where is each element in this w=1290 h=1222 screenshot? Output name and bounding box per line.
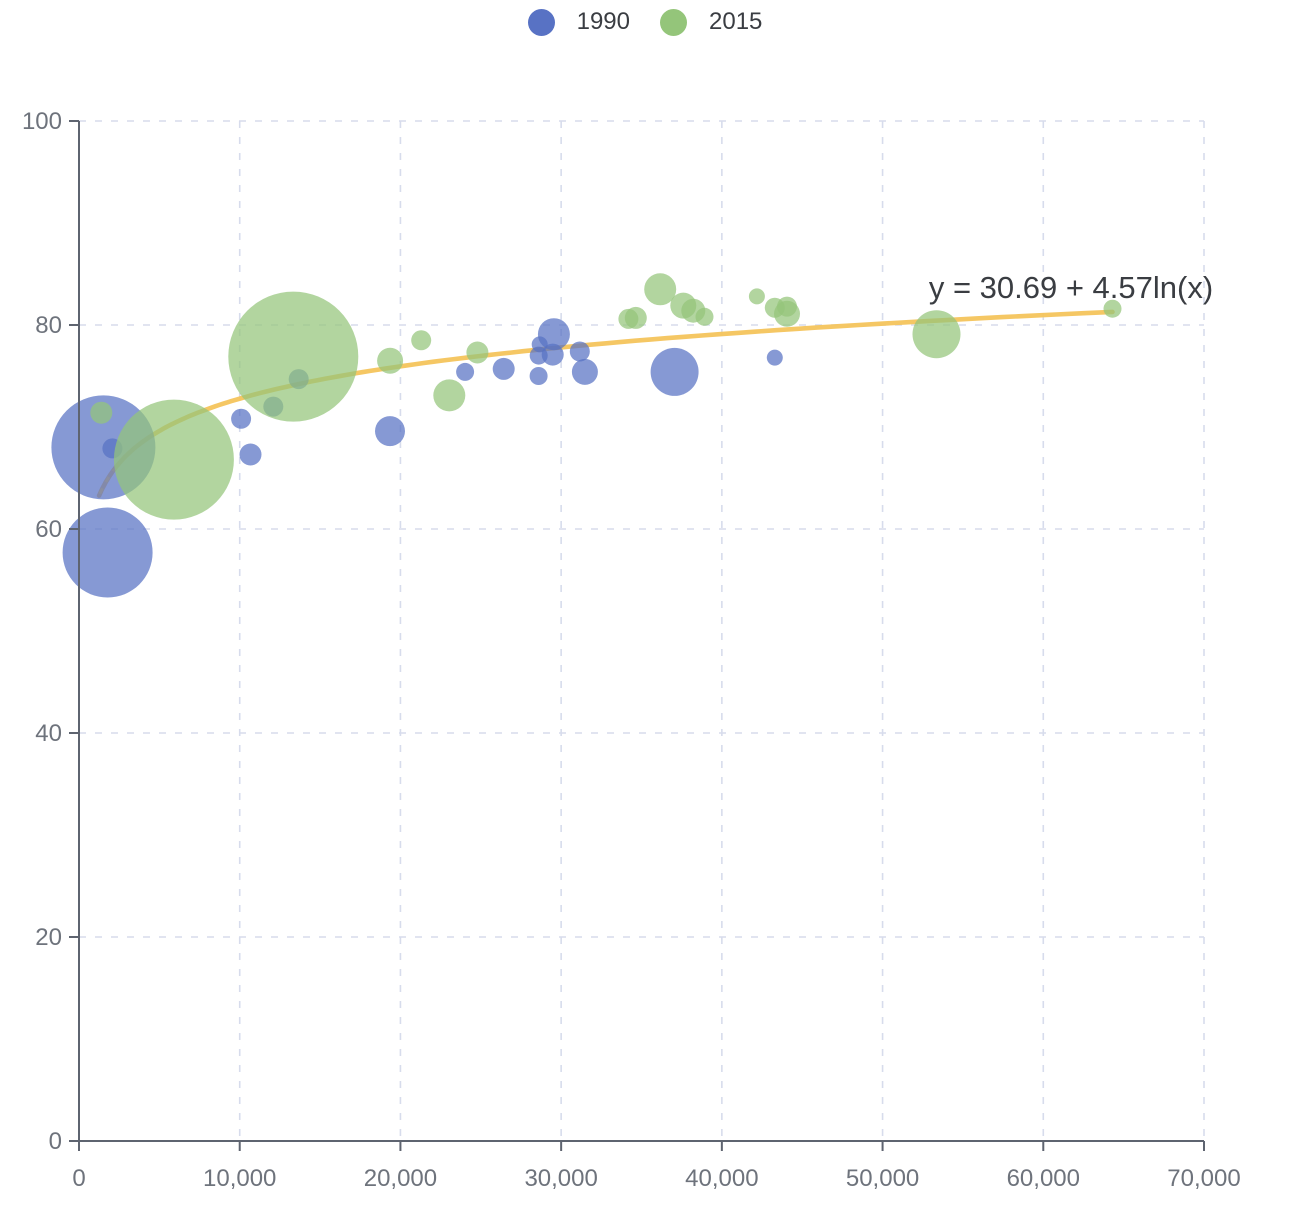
legend-item-1990[interactable]: 1990 xyxy=(527,8,630,36)
x-tick-label: 70,000 xyxy=(1167,1165,1240,1192)
bubble-1990[interactable] xyxy=(62,507,153,598)
x-tick-label: 50,000 xyxy=(846,1165,919,1192)
y-tick-label: 20 xyxy=(35,924,62,951)
bubble-2015[interactable] xyxy=(377,347,404,374)
bubble-1990[interactable] xyxy=(239,443,262,466)
legend-label-1990: 1990 xyxy=(576,8,630,35)
bubble-2015[interactable] xyxy=(695,307,714,326)
legend: 1990 2015 xyxy=(0,8,1290,36)
bubble-2015[interactable] xyxy=(644,273,677,306)
legend-swatch-1990-icon xyxy=(527,8,555,36)
x-tick-label: 60,000 xyxy=(1007,1165,1080,1192)
bubble-1990[interactable] xyxy=(766,349,783,366)
y-axis: 0 20 40 60 80 100 xyxy=(22,108,80,1155)
x-tick-label: 10,000 xyxy=(203,1165,276,1192)
legend-swatch-circle xyxy=(527,8,555,36)
x-tick-label: 30,000 xyxy=(524,1165,597,1192)
bubble-2015[interactable] xyxy=(90,401,113,424)
legend-swatch-2015-icon xyxy=(660,8,687,36)
bubble-1990[interactable] xyxy=(231,408,252,429)
bubble-2015[interactable] xyxy=(748,288,765,305)
trend-curve-dashed-head xyxy=(98,468,116,495)
y-tick-label: 40 xyxy=(35,720,62,747)
x-axis: 0 10,000 20,000 30,000 40,000 50,000 60,000 70,… xyxy=(72,1140,1241,1192)
bubble-2015[interactable] xyxy=(912,310,961,359)
bubble-1990[interactable] xyxy=(375,416,405,447)
bubble-1990[interactable] xyxy=(650,347,699,396)
bubble-1990[interactable] xyxy=(456,362,475,381)
bubble-2015[interactable] xyxy=(411,330,432,351)
bubble-2015[interactable] xyxy=(433,379,466,412)
bubble-2015[interactable] xyxy=(777,296,797,317)
y-tick-label: 0 xyxy=(49,1128,62,1155)
bubble-2015[interactable] xyxy=(624,306,647,329)
x-tick-label: 20,000 xyxy=(364,1165,437,1192)
series-2015 xyxy=(90,273,1122,520)
trendline-equation: y = 30.69 + 4.57ln(x) xyxy=(929,270,1213,305)
x-tick-label: 0 xyxy=(72,1165,85,1192)
legend-swatch-circle xyxy=(660,8,687,36)
bubble-1990[interactable] xyxy=(529,367,548,385)
y-tick-label: 60 xyxy=(35,516,62,543)
legend-item-2015[interactable]: 2015 xyxy=(660,8,762,36)
bubble-2015[interactable] xyxy=(113,399,234,520)
y-tick-label: 80 xyxy=(35,312,62,339)
x-tick-label: 40,000 xyxy=(685,1165,758,1192)
bubble-2015[interactable] xyxy=(466,341,489,364)
bubble-1990[interactable] xyxy=(537,318,570,351)
y-tick-label: 100 xyxy=(22,108,62,135)
legend-label-2015: 2015 xyxy=(709,8,763,35)
bubble-2015[interactable] xyxy=(1103,299,1122,318)
bubble-1990[interactable] xyxy=(569,341,590,362)
bubble-1990[interactable] xyxy=(571,358,598,385)
bubble-2015[interactable] xyxy=(228,291,359,422)
bubble-1990[interactable] xyxy=(492,357,515,380)
